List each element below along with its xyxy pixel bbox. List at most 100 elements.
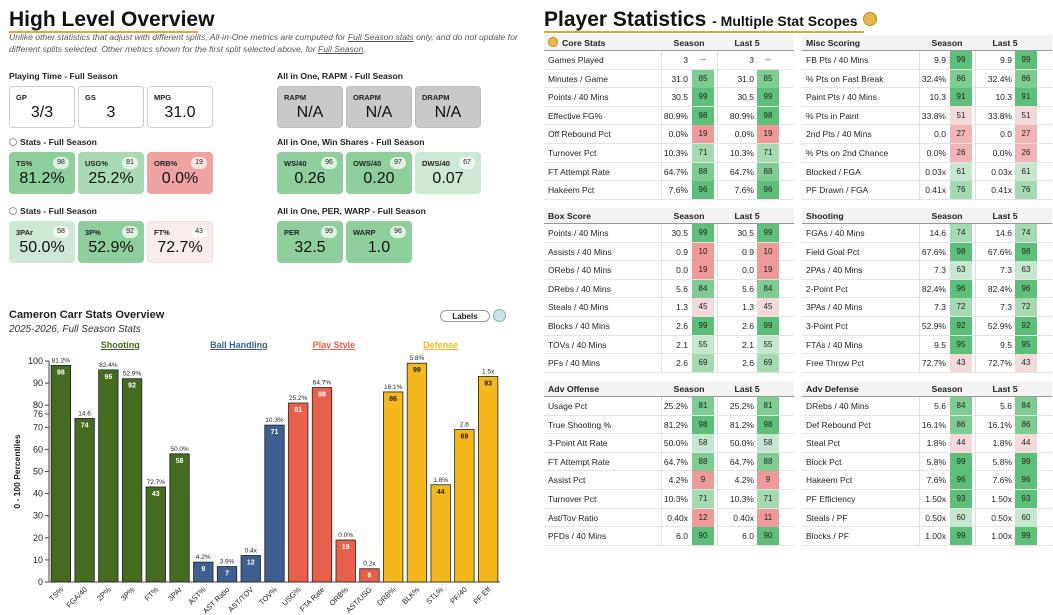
last5-value: 31.0 <box>737 73 754 84</box>
season-percentile: 86 <box>950 415 972 434</box>
column-divider <box>717 242 718 261</box>
season-value: 5.8% <box>926 456 946 467</box>
column-divider <box>919 143 920 162</box>
bar-raw-label: 25.2% <box>289 395 308 402</box>
x-tick-label: TOV% <box>257 585 279 607</box>
stats-table-adv-defense: Adv Defense Season Last 5 DRebs / 40 Mins 5.… <box>802 381 1052 546</box>
last5-value: 0.0% <box>992 147 1012 158</box>
stats2-card-3p-: 3P% 92 52.9% <box>78 221 144 263</box>
table-row: Ast/Tov Ratio 0.40x 12 0.40x 11 <box>544 508 794 528</box>
last5-percentile: 19 <box>757 261 779 280</box>
column-divider <box>975 489 976 508</box>
season-percentile: 58 <box>692 434 714 453</box>
column-divider <box>661 354 662 372</box>
column-divider <box>661 51 662 69</box>
column-divider <box>661 69 662 88</box>
bar-raw-label: 64.7% <box>313 380 332 387</box>
bar-fta-rate <box>311 387 333 583</box>
stats-label-2[interactable]: Stats - Full Season <box>9 206 97 216</box>
column-divider <box>661 181 662 199</box>
card-value: 0.07 <box>432 170 464 187</box>
y-tick-label: 30 <box>33 511 43 521</box>
season-percentile: 27 <box>950 125 972 144</box>
x-tick-label: FT% <box>143 585 161 603</box>
last5-percentile: 44 <box>1015 434 1037 453</box>
stat-name: PFs / 40 Mins <box>548 358 600 369</box>
last5-percentile: 85 <box>757 69 779 88</box>
last5-percentile: 81 <box>757 397 779 415</box>
card-value: 0.20 <box>363 170 395 187</box>
stat-name: Blocks / PF <box>806 531 849 542</box>
stat-name: Assists / 40 Mins <box>548 246 612 257</box>
labels-toggle-switch[interactable] <box>493 309 506 322</box>
column-divider <box>975 415 976 434</box>
ws-label: All in One, Win Shares - Full Season <box>277 137 425 147</box>
table-row: PFs / 40 Mins 2.6 69 2.6 69 <box>544 354 794 373</box>
card-percentile: 19 <box>191 157 207 169</box>
card-value: 3 <box>106 104 116 121</box>
season-value: 2.6 <box>676 320 688 331</box>
column-divider <box>919 224 920 242</box>
last5-value: 0.0 <box>742 265 754 276</box>
card-value: N/A <box>296 104 324 121</box>
stats-radio-icon[interactable] <box>9 207 17 215</box>
season-percentile: 99 <box>692 224 714 242</box>
season-percentile: 81 <box>692 397 714 415</box>
stat-name: Paint Pts / 40 Mins <box>806 92 877 103</box>
season-percentile: 74 <box>950 224 972 242</box>
season-value: 0.0% <box>668 129 688 140</box>
bar-percentile-label: 93 <box>484 380 492 387</box>
stat-name: Blocked / FGA <box>806 166 861 177</box>
last5-value: 52.9% <box>987 320 1012 331</box>
column-divider <box>919 316 920 335</box>
table-row: Steals / PF 0.50x 60 0.50x 60 <box>802 508 1052 528</box>
stats-label-1[interactable]: Stats - Full Season <box>9 137 97 147</box>
stat-name: % Pts on Fast Break <box>806 73 884 84</box>
bar-percentile-label: 43 <box>152 491 160 498</box>
season-percentile: 10 <box>692 242 714 261</box>
season-percentile: 96 <box>950 279 972 298</box>
x-tick-label: PF/40 <box>448 585 469 606</box>
info-badge-icon[interactable] <box>863 12 878 26</box>
chart-title: Cameron Carr Stats Overview <box>9 309 165 321</box>
bar-ft- <box>145 486 166 583</box>
bar-fga-40 <box>74 418 95 583</box>
season-percentile: 9 <box>692 471 714 490</box>
x-tick-label: 3PAr <box>166 585 184 603</box>
season-value: 10.3% <box>663 493 688 504</box>
column-divider <box>661 162 662 181</box>
column-divider <box>975 471 976 489</box>
ws-card-ws-40: WS/40 96 0.26 <box>277 152 343 194</box>
bar-percentile-label: 98 <box>57 369 65 376</box>
bar-percentile-label: 74 <box>81 422 89 429</box>
column-divider <box>975 335 976 354</box>
chart-subtitle: 2025-2026, Full Season Stats <box>9 324 141 335</box>
labels-toggle-button[interactable]: Labels <box>440 310 490 322</box>
card-percentile: 96 <box>390 226 406 238</box>
rapm-card-drapm: DRAPM N/A <box>415 86 481 128</box>
table-row: FT Attempt Rate 64.7% 88 64.7% 88 <box>544 452 794 472</box>
season-percentile: 99 <box>950 527 972 546</box>
season-percentile: 44 <box>950 434 972 453</box>
stat-name: Steals / 40 Mins <box>548 302 609 313</box>
column-divider <box>717 452 718 471</box>
season-percentile: 85 <box>692 69 714 88</box>
column-divider <box>919 261 920 279</box>
x-tick-label: TS% <box>47 585 65 603</box>
last5-value: 0.0 <box>1000 129 1012 140</box>
last5-value: 1.8% <box>992 438 1012 449</box>
stat-name: Hakeem Pct <box>548 185 595 196</box>
stat-name: Turnover Pct <box>548 147 597 158</box>
stats-radio-icon[interactable] <box>9 138 17 146</box>
table-title: Box Score <box>548 211 591 221</box>
last5-percentile: 76 <box>1015 181 1037 200</box>
column-divider <box>717 489 718 508</box>
card-label: 3P% <box>85 228 101 237</box>
column-divider <box>717 143 718 162</box>
last5-value: 9.5 <box>1000 339 1012 350</box>
last5-value: 1.50x <box>991 493 1012 504</box>
last5-value: 0.40x <box>733 512 754 523</box>
card-value: N/A <box>434 104 462 121</box>
player-stats-subtitle: - Multiple Stat Scopes <box>712 13 858 29</box>
season-value: 33.8% <box>921 110 946 121</box>
